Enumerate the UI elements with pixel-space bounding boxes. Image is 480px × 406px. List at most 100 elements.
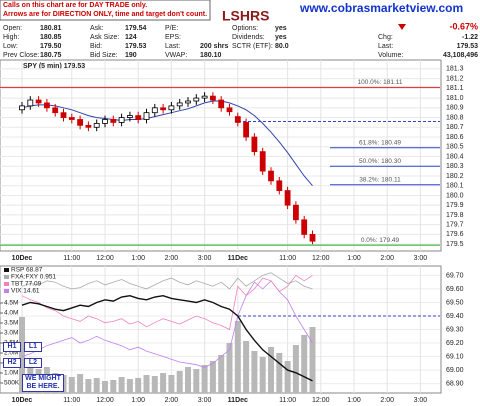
volume-bar bbox=[309, 327, 316, 393]
x-tick-label: 11:00 bbox=[279, 397, 296, 404]
x-tick-label: 2:00 bbox=[165, 255, 179, 262]
quote-value: 180.85 bbox=[40, 34, 62, 41]
y-tick-label: 180.8 bbox=[446, 114, 464, 121]
candle-body bbox=[27, 99, 34, 107]
volume-bar bbox=[284, 361, 291, 393]
series-line bbox=[21, 280, 313, 368]
volume-bar bbox=[251, 351, 258, 393]
x-tick-label: 1:00 bbox=[347, 397, 361, 404]
fib-label: 38.2%: 180.11 bbox=[359, 176, 401, 183]
candle-body bbox=[135, 115, 142, 120]
candle-body bbox=[110, 119, 117, 123]
fib-label: 61.8%: 180.49 bbox=[359, 139, 401, 146]
y-tick-label: 3.0M bbox=[4, 330, 18, 337]
x-tick-label: 1:00 bbox=[347, 255, 361, 262]
y-tick-label: 181.0 bbox=[446, 95, 464, 102]
y-tick-label: 180.0 bbox=[446, 192, 464, 199]
x-tick-label: 3:00 bbox=[198, 397, 212, 404]
candle-body bbox=[44, 102, 50, 109]
quote-label: Options: bbox=[232, 25, 258, 32]
volume-bar bbox=[259, 357, 266, 393]
x-tick-label: 12:00 bbox=[312, 397, 330, 404]
x-tick-label: 2:00 bbox=[380, 255, 394, 262]
x-tick-label: 12:00 bbox=[96, 397, 114, 404]
quote-value: 179.53 bbox=[125, 43, 147, 50]
volume-bar bbox=[126, 379, 133, 393]
summary-value: 43,108,496 bbox=[443, 52, 478, 59]
candle-body bbox=[68, 117, 75, 120]
summary-label: Chg: bbox=[378, 34, 393, 41]
candle-body bbox=[284, 190, 291, 206]
x-tick-label: 3:00 bbox=[414, 397, 428, 404]
summary-label: Last: bbox=[378, 43, 393, 50]
summary-value: 179.53 bbox=[457, 43, 479, 50]
volume-bar bbox=[234, 321, 241, 393]
series-line bbox=[21, 274, 313, 331]
volume-bar bbox=[193, 369, 200, 393]
candle-body bbox=[251, 136, 258, 153]
y2-tick-label: 69.50 bbox=[446, 299, 464, 306]
y2-tick-label: 69.20 bbox=[446, 340, 464, 347]
quote-label: VWAP: bbox=[165, 52, 187, 59]
series-line bbox=[21, 272, 313, 290]
quote-value: 180.75 bbox=[40, 52, 62, 59]
price-panel bbox=[0, 59, 442, 252]
quote-value: 180.10 bbox=[200, 52, 222, 59]
volume-bar bbox=[151, 376, 158, 393]
summary-label: Volume: bbox=[378, 52, 403, 59]
y-tick-label: 180.4 bbox=[446, 153, 464, 160]
legend-label: RSP 68.87 bbox=[11, 267, 43, 274]
candle-body bbox=[52, 107, 59, 114]
volume-bar bbox=[118, 377, 125, 393]
quote-value: 179.50 bbox=[40, 43, 62, 50]
y-tick-label: 180.6 bbox=[446, 134, 464, 141]
quote-label: High: bbox=[3, 34, 19, 41]
down-arrow bbox=[398, 24, 406, 30]
fib-label: 0.0%: 179.49 bbox=[361, 237, 400, 244]
candle-body bbox=[259, 151, 266, 172]
y-tick-label: 179.9 bbox=[446, 202, 464, 209]
price-label: SPY (5 min) 179.53 bbox=[23, 63, 85, 70]
x-tick-label: 11Dec bbox=[228, 397, 248, 404]
legend-swatch bbox=[4, 289, 9, 293]
summary-value: -1.22 bbox=[462, 34, 478, 41]
y2-tick-label: 68.90 bbox=[446, 380, 464, 387]
candle-body bbox=[85, 124, 92, 128]
y-tick-label: 181.1 bbox=[446, 85, 464, 92]
candle-body bbox=[77, 119, 83, 126]
quote-label: Last: bbox=[165, 43, 180, 50]
y-tick-label: 180.2 bbox=[446, 173, 464, 180]
volume-bar bbox=[176, 371, 183, 393]
y-tick-label: 4.5M bbox=[4, 300, 18, 307]
annotation: H2 bbox=[3, 358, 21, 368]
quote-value: 200 shrs bbox=[200, 43, 229, 50]
legend-label: TBT 77.09 bbox=[11, 281, 42, 288]
y-tick-label: 180.9 bbox=[446, 105, 464, 112]
y-tick-label: 180.5 bbox=[446, 144, 464, 151]
x-tick-label: 10Dec bbox=[12, 397, 33, 404]
moving-average bbox=[21, 100, 313, 187]
quote-label: EPS: bbox=[165, 34, 181, 41]
legend-label: VIX 14.61 bbox=[11, 288, 40, 295]
quote-value: 124 bbox=[125, 34, 137, 41]
candle-body bbox=[93, 122, 100, 128]
y-tick-label: 4.0M bbox=[4, 310, 18, 317]
candle-body bbox=[118, 117, 125, 123]
volume-bar bbox=[226, 343, 233, 393]
y2-tick-label: 69.10 bbox=[446, 353, 464, 360]
quote-value: 179.54 bbox=[125, 25, 147, 32]
candle-body bbox=[201, 95, 208, 99]
volume-bar bbox=[102, 381, 108, 393]
candle-body bbox=[143, 112, 150, 120]
quote-label: Bid: bbox=[90, 43, 102, 50]
candle-body bbox=[151, 107, 158, 114]
y-tick-label: 179.6 bbox=[446, 231, 464, 238]
volume-bar bbox=[201, 365, 208, 393]
quote-label: Ask: bbox=[90, 25, 104, 32]
y2-tick-label: 69.60 bbox=[446, 286, 464, 293]
quote-label: SCTR (ETF): bbox=[232, 43, 273, 50]
candle-body bbox=[234, 116, 241, 123]
candle-body bbox=[168, 105, 175, 111]
annotation: L1 bbox=[24, 342, 42, 352]
